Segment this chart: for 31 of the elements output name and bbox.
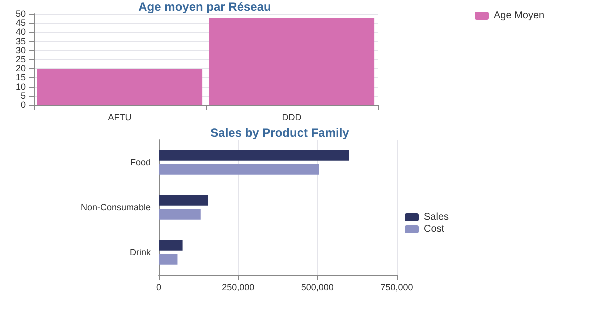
x-tick-label: AFTU [108, 112, 132, 122]
y-tick-label: Food [130, 158, 151, 168]
x-tick-label: DDD [282, 112, 302, 122]
legend-label: Sales [424, 212, 450, 223]
x-tick-label: 0 [156, 282, 162, 292]
y-tick-label: 50 [16, 9, 26, 19]
legend-label: Age Moyen [494, 10, 545, 22]
y-tick-label: 25 [16, 54, 26, 64]
y-tick-label: 30 [16, 45, 26, 56]
x-tick-label: 250,000 [222, 282, 255, 292]
bar [159, 195, 209, 206]
y-tick-label: 45 [16, 18, 26, 28]
x-tick-label: 750,000 [380, 282, 414, 292]
bar [159, 150, 350, 161]
bar [159, 240, 183, 251]
y-tick-label: Drink [130, 248, 152, 258]
y-tick-label: 5 [20, 90, 26, 101]
chart-title: Sales by Product Family [210, 126, 350, 140]
y-tick-label: 10 [16, 82, 26, 92]
y-tick-label: 0 [20, 100, 26, 110]
legend-label: Cost [424, 224, 445, 235]
bar [159, 164, 320, 175]
y-tick-label: 15 [16, 72, 26, 83]
chart-title: Age moyen par Réseau [138, 0, 272, 14]
y-tick-label: Non-Consumable [80, 202, 151, 212]
bar [159, 209, 201, 220]
bar [159, 254, 178, 265]
x-tick-label: 500,000 [301, 282, 334, 292]
y-tick-label: 35 [16, 36, 26, 46]
y-tick-label: 40 [16, 27, 26, 38]
y-tick-label: 20 [16, 64, 26, 74]
